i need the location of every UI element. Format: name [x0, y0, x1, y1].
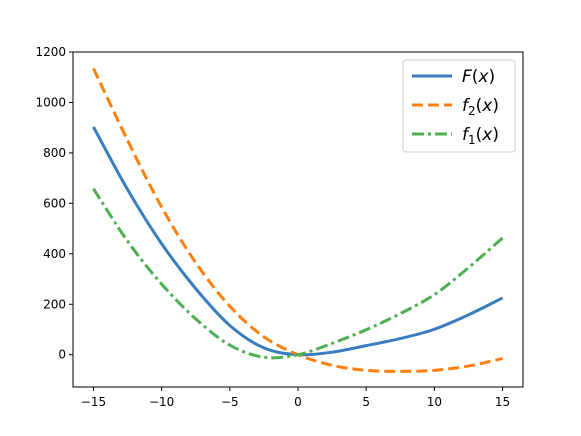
y-tick-label: 0 [58, 348, 66, 362]
x-tick-label: 0 [294, 395, 302, 409]
legend-label-F-main: F [462, 67, 472, 87]
y-tick-label: 1200 [35, 45, 66, 59]
x-tick-label: 10 [427, 395, 442, 409]
x-tick-label: −15 [81, 395, 106, 409]
x-tick-label: −5 [221, 395, 239, 409]
x-tick-label: −10 [149, 395, 174, 409]
series-line-3 [92, 187, 504, 360]
legend-label-f1-main: f [462, 125, 471, 145]
legend-label-f2: f2(x) [462, 96, 499, 118]
x-axis: −15 −10 −5 0 5 10 15 [81, 387, 510, 409]
x-tick-label: 15 [495, 395, 510, 409]
y-tick-label: 1000 [35, 95, 66, 109]
legend-box [402, 59, 516, 153]
y-tick-label: 800 [43, 146, 66, 160]
x-tick-label: 5 [362, 395, 370, 409]
y-tick-label: 400 [43, 247, 66, 261]
legend-label-f1: f1(x) [462, 125, 499, 147]
y-tick-label: 200 [43, 297, 66, 311]
legend: F(x) f2(x) f1(x) [402, 59, 516, 153]
legend-label-F: F(x) [462, 67, 495, 87]
series-layer [92, 67, 504, 373]
legend-label-f2-sub: 2 [468, 104, 476, 118]
legend-label-f1-sub: 1 [468, 133, 476, 147]
legend-label-f2-main: f [462, 96, 471, 116]
y-axis: 0 200 400 600 800 1000 1200 [35, 45, 73, 362]
y-tick-label: 600 [43, 196, 66, 210]
